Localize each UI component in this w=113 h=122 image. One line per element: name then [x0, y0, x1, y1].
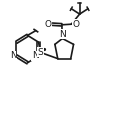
Text: S: S	[37, 48, 43, 57]
Text: N: N	[32, 51, 38, 60]
Text: O: O	[44, 20, 51, 29]
Text: O: O	[72, 20, 79, 29]
Text: N: N	[10, 51, 16, 60]
Text: N: N	[59, 30, 65, 39]
